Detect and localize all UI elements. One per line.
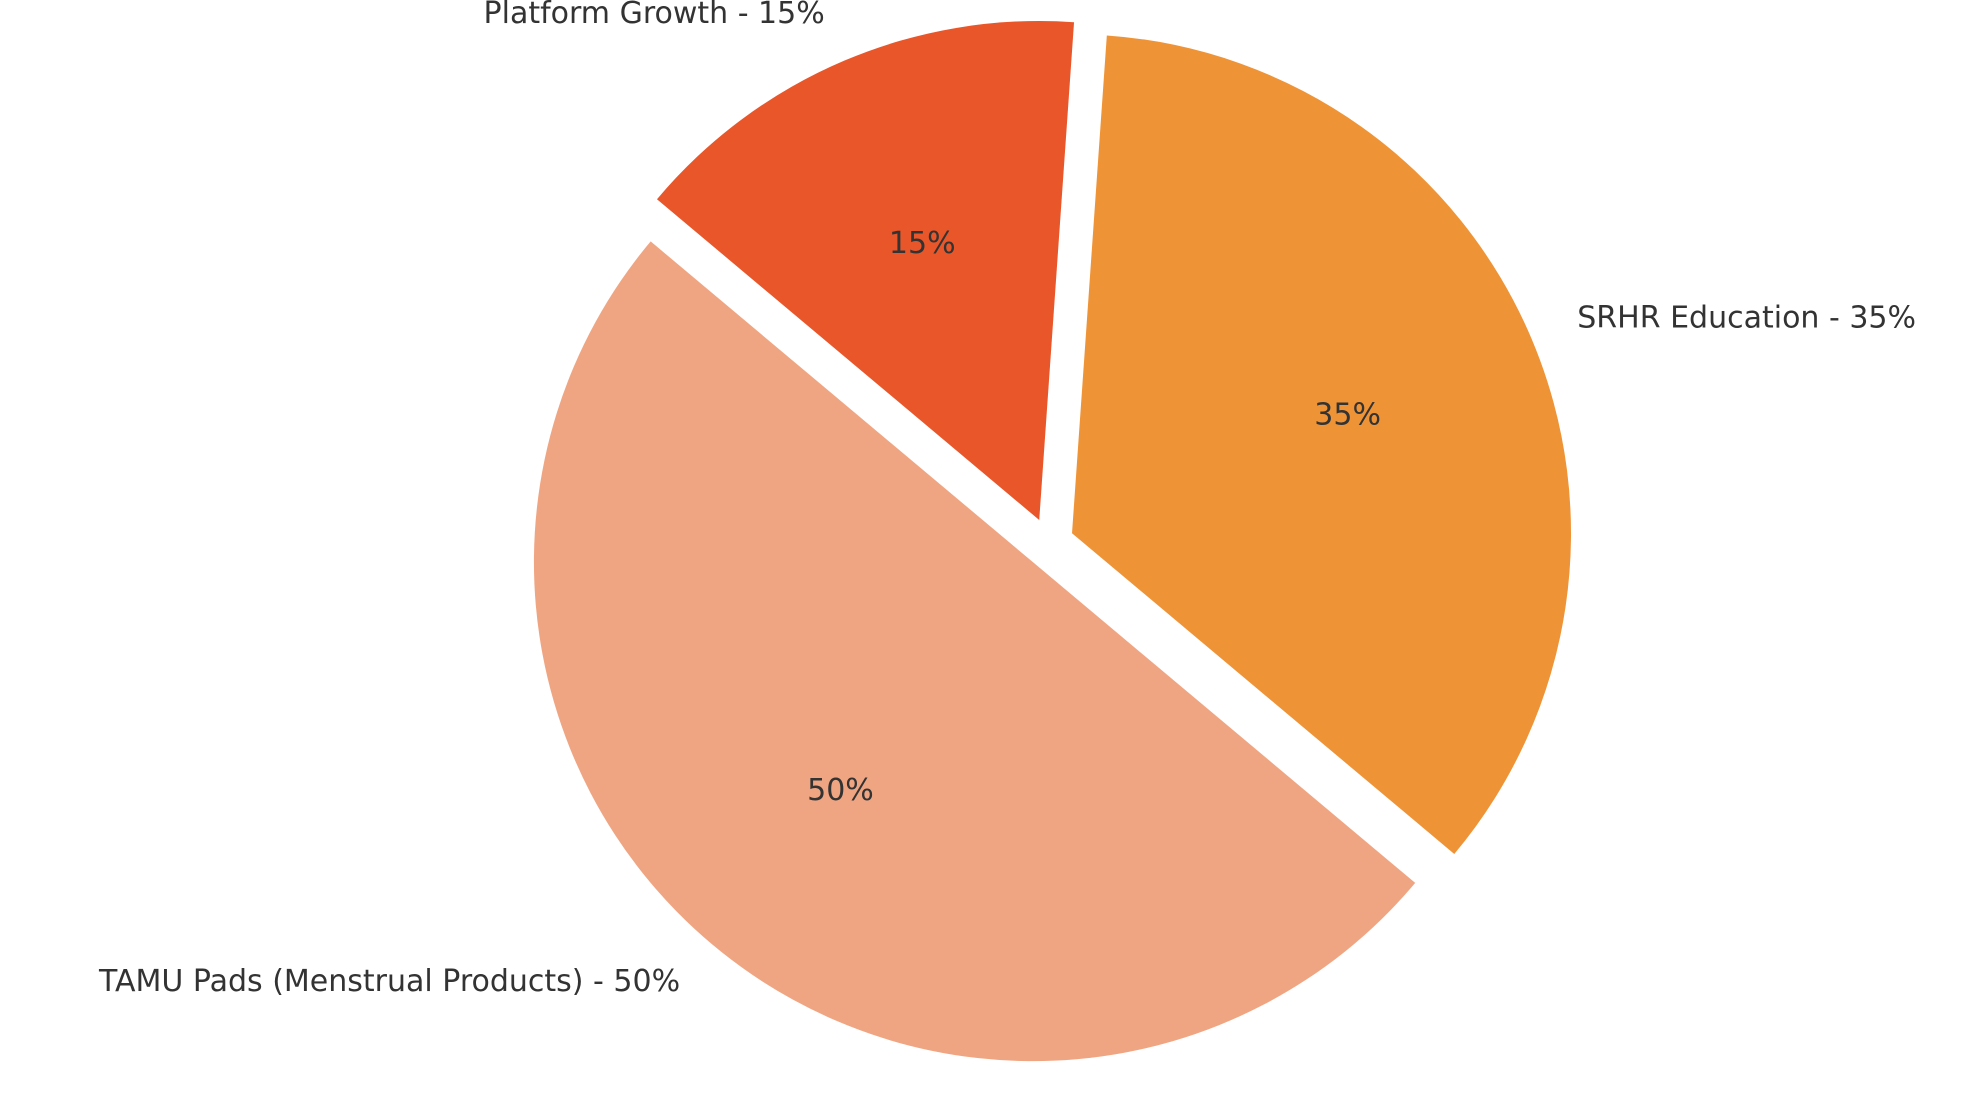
slice-percent: 15% bbox=[889, 226, 956, 261]
pie-slice bbox=[656, 20, 1075, 520]
slice-label: TAMU Pads (Menstrual Products) - 50% bbox=[98, 964, 680, 999]
slice-percent: 35% bbox=[1314, 398, 1381, 433]
slice-label: Platform Growth - 15% bbox=[484, 0, 825, 31]
slice-percent: 50% bbox=[807, 773, 874, 808]
pie-slice bbox=[1072, 35, 1572, 854]
slice-label: SRHR Education - 35% bbox=[1577, 300, 1916, 335]
pie-slice bbox=[533, 241, 1416, 1062]
